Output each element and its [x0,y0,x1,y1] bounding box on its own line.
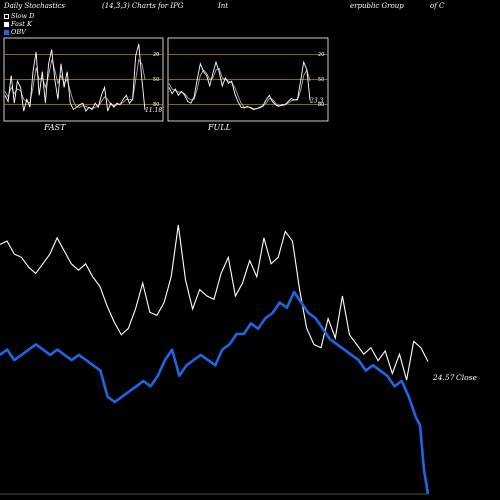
panel-full-series-fast-k [168,60,311,110]
fast-stochastic-panel: 80 50 20 11.18 [3,37,164,122]
chart-title: Daily Stochastics [4,2,66,10]
legend-item-slow-d: Slow D [4,12,34,20]
full-last-value: 23.3 [309,98,324,105]
close-text-label: Close [456,373,478,382]
legend-swatch-obv [4,29,9,35]
price-obv-panel: 24.57 Close [0,224,478,495]
legend-label-fast-k: Fast K [11,20,32,28]
fast-panel-label: FAST [44,123,66,132]
legend-item-fast-k: Fast K [4,20,32,28]
legend-swatch-slow-d [4,13,9,19]
full-stochastic-panel: 80 50 20 23.3 [167,37,329,122]
obv-line-drop [414,417,430,495]
close-price-line [0,224,429,381]
legend-label-obv: OBV [11,28,26,36]
legend-item-obv: OBV [4,28,26,36]
obv-line [0,290,418,419]
chart-params: (14,3,3) Charts for IPG [102,2,184,10]
panel-full-tick-50: 50 [318,77,324,83]
panel-full-tick-20: 80 [318,102,324,108]
panel-fast-tick-80: 20 [153,52,159,58]
panel-fast-series-fast-k [4,43,146,112]
fast-last-value: 11.18 [145,107,162,114]
company-name-part3: of C [430,2,445,10]
full-panel-label: FULL [208,123,231,132]
company-name-part2: erpublic Group [350,2,404,10]
close-value-label: 24.57 [432,373,455,382]
panel-fast-tick-20: 80 [153,102,159,108]
panel-full-tick-80: 20 [318,52,324,58]
company-name-part1: Int [218,2,229,10]
legend-label-slow-d: Slow D [11,12,35,20]
legend-swatch-fast-k [4,21,9,27]
panel-fast-tick-50: 50 [153,77,159,83]
